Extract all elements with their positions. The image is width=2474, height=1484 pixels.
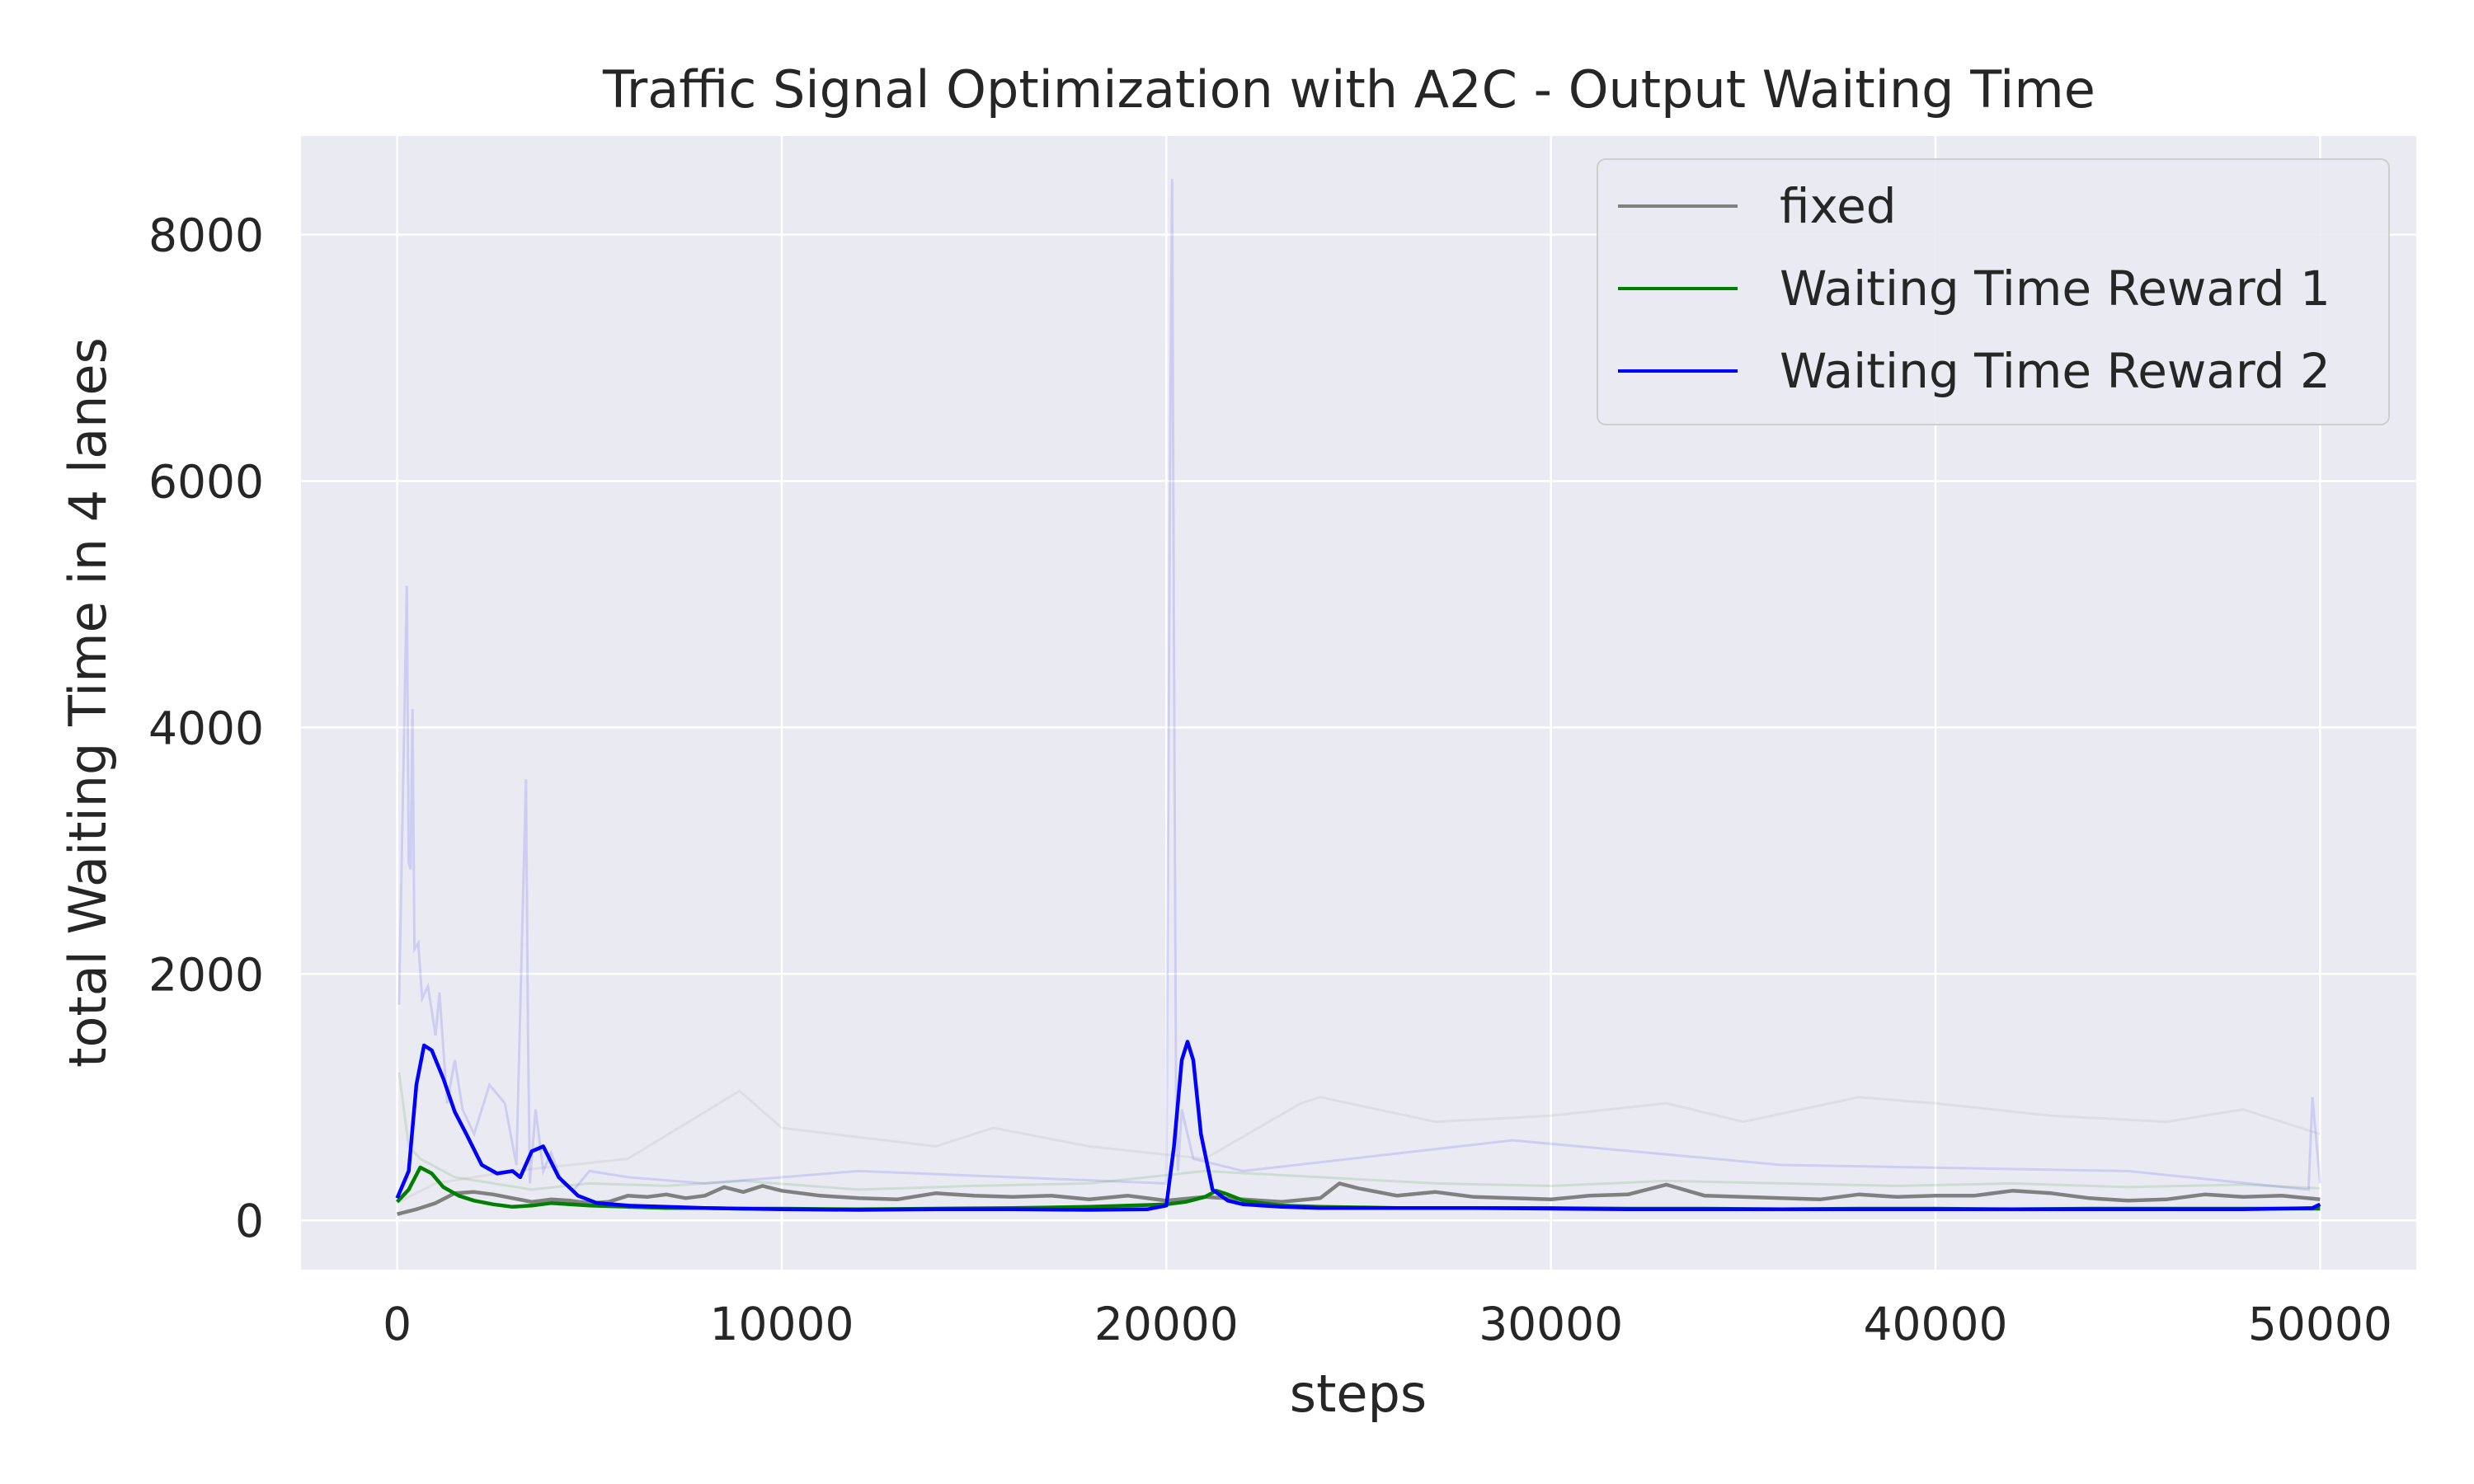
legend-label-fixed: fixed — [1780, 178, 1897, 234]
series-line-2 — [395, 1040, 2321, 1212]
legend-label-reward-2: Waiting Time Reward 2 — [1780, 343, 2331, 399]
x-tick-label: 40000 — [1864, 1298, 2008, 1350]
series-lines — [395, 1040, 2321, 1216]
y-tick-label: 8000 — [148, 209, 264, 262]
y-tick-label: 2000 — [148, 948, 264, 1001]
raw-trace-0 — [397, 179, 2321, 1191]
y-tick-labels: 0 2000 4000 6000 8000 — [148, 209, 264, 1248]
x-tick-label: 10000 — [709, 1298, 854, 1350]
y-tick-label: 4000 — [148, 702, 264, 754]
raw-traces — [397, 179, 2321, 1204]
raw-trace-1 — [397, 1072, 2321, 1191]
x-tick-labels: 0 10000 20000 30000 40000 50000 — [383, 1298, 2392, 1350]
y-axis-label: total Waiting Time in 4 lanes — [58, 337, 118, 1068]
x-tick-label: 0 — [383, 1298, 412, 1350]
raw-trace-2 — [398, 1089, 2321, 1204]
legend-box — [1597, 158, 2390, 425]
x-tick-label: 20000 — [1094, 1298, 1239, 1350]
x-axis-label: steps — [1290, 1364, 1427, 1424]
chart-title: Traffic Signal Optimization with A2C - O… — [602, 59, 2095, 120]
y-tick-label: 6000 — [148, 455, 264, 508]
x-tick-label: 30000 — [1479, 1298, 1623, 1350]
y-tick-label: 0 — [235, 1195, 264, 1247]
legend: fixed Waiting Time Reward 1 Waiting Time… — [1597, 158, 2390, 425]
legend-label-reward-1: Waiting Time Reward 1 — [1780, 261, 2331, 317]
x-tick-label: 50000 — [2248, 1298, 2392, 1350]
